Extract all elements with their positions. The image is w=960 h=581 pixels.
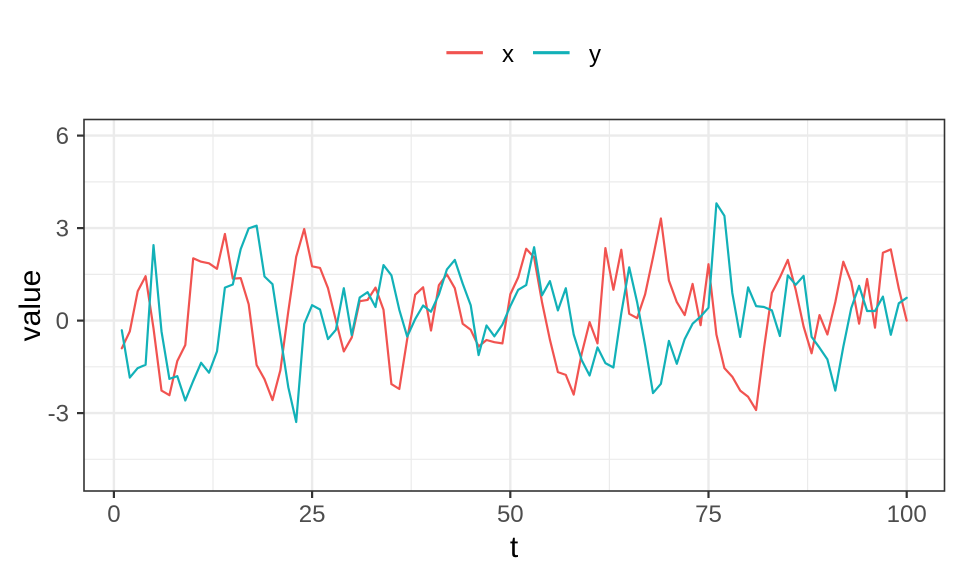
svg-text:6: 6 xyxy=(56,123,69,150)
svg-text:-3: -3 xyxy=(48,401,69,428)
svg-text:0: 0 xyxy=(56,308,69,335)
svg-text:100: 100 xyxy=(887,501,927,528)
svg-text:t: t xyxy=(510,531,519,564)
svg-text:3: 3 xyxy=(56,216,69,243)
svg-text:75: 75 xyxy=(695,501,722,528)
svg-text:25: 25 xyxy=(299,501,326,528)
svg-text:0: 0 xyxy=(107,501,120,528)
svg-text:x: x xyxy=(502,41,514,68)
svg-text:value: value xyxy=(14,270,47,342)
svg-text:y: y xyxy=(589,41,601,68)
svg-text:50: 50 xyxy=(497,501,524,528)
